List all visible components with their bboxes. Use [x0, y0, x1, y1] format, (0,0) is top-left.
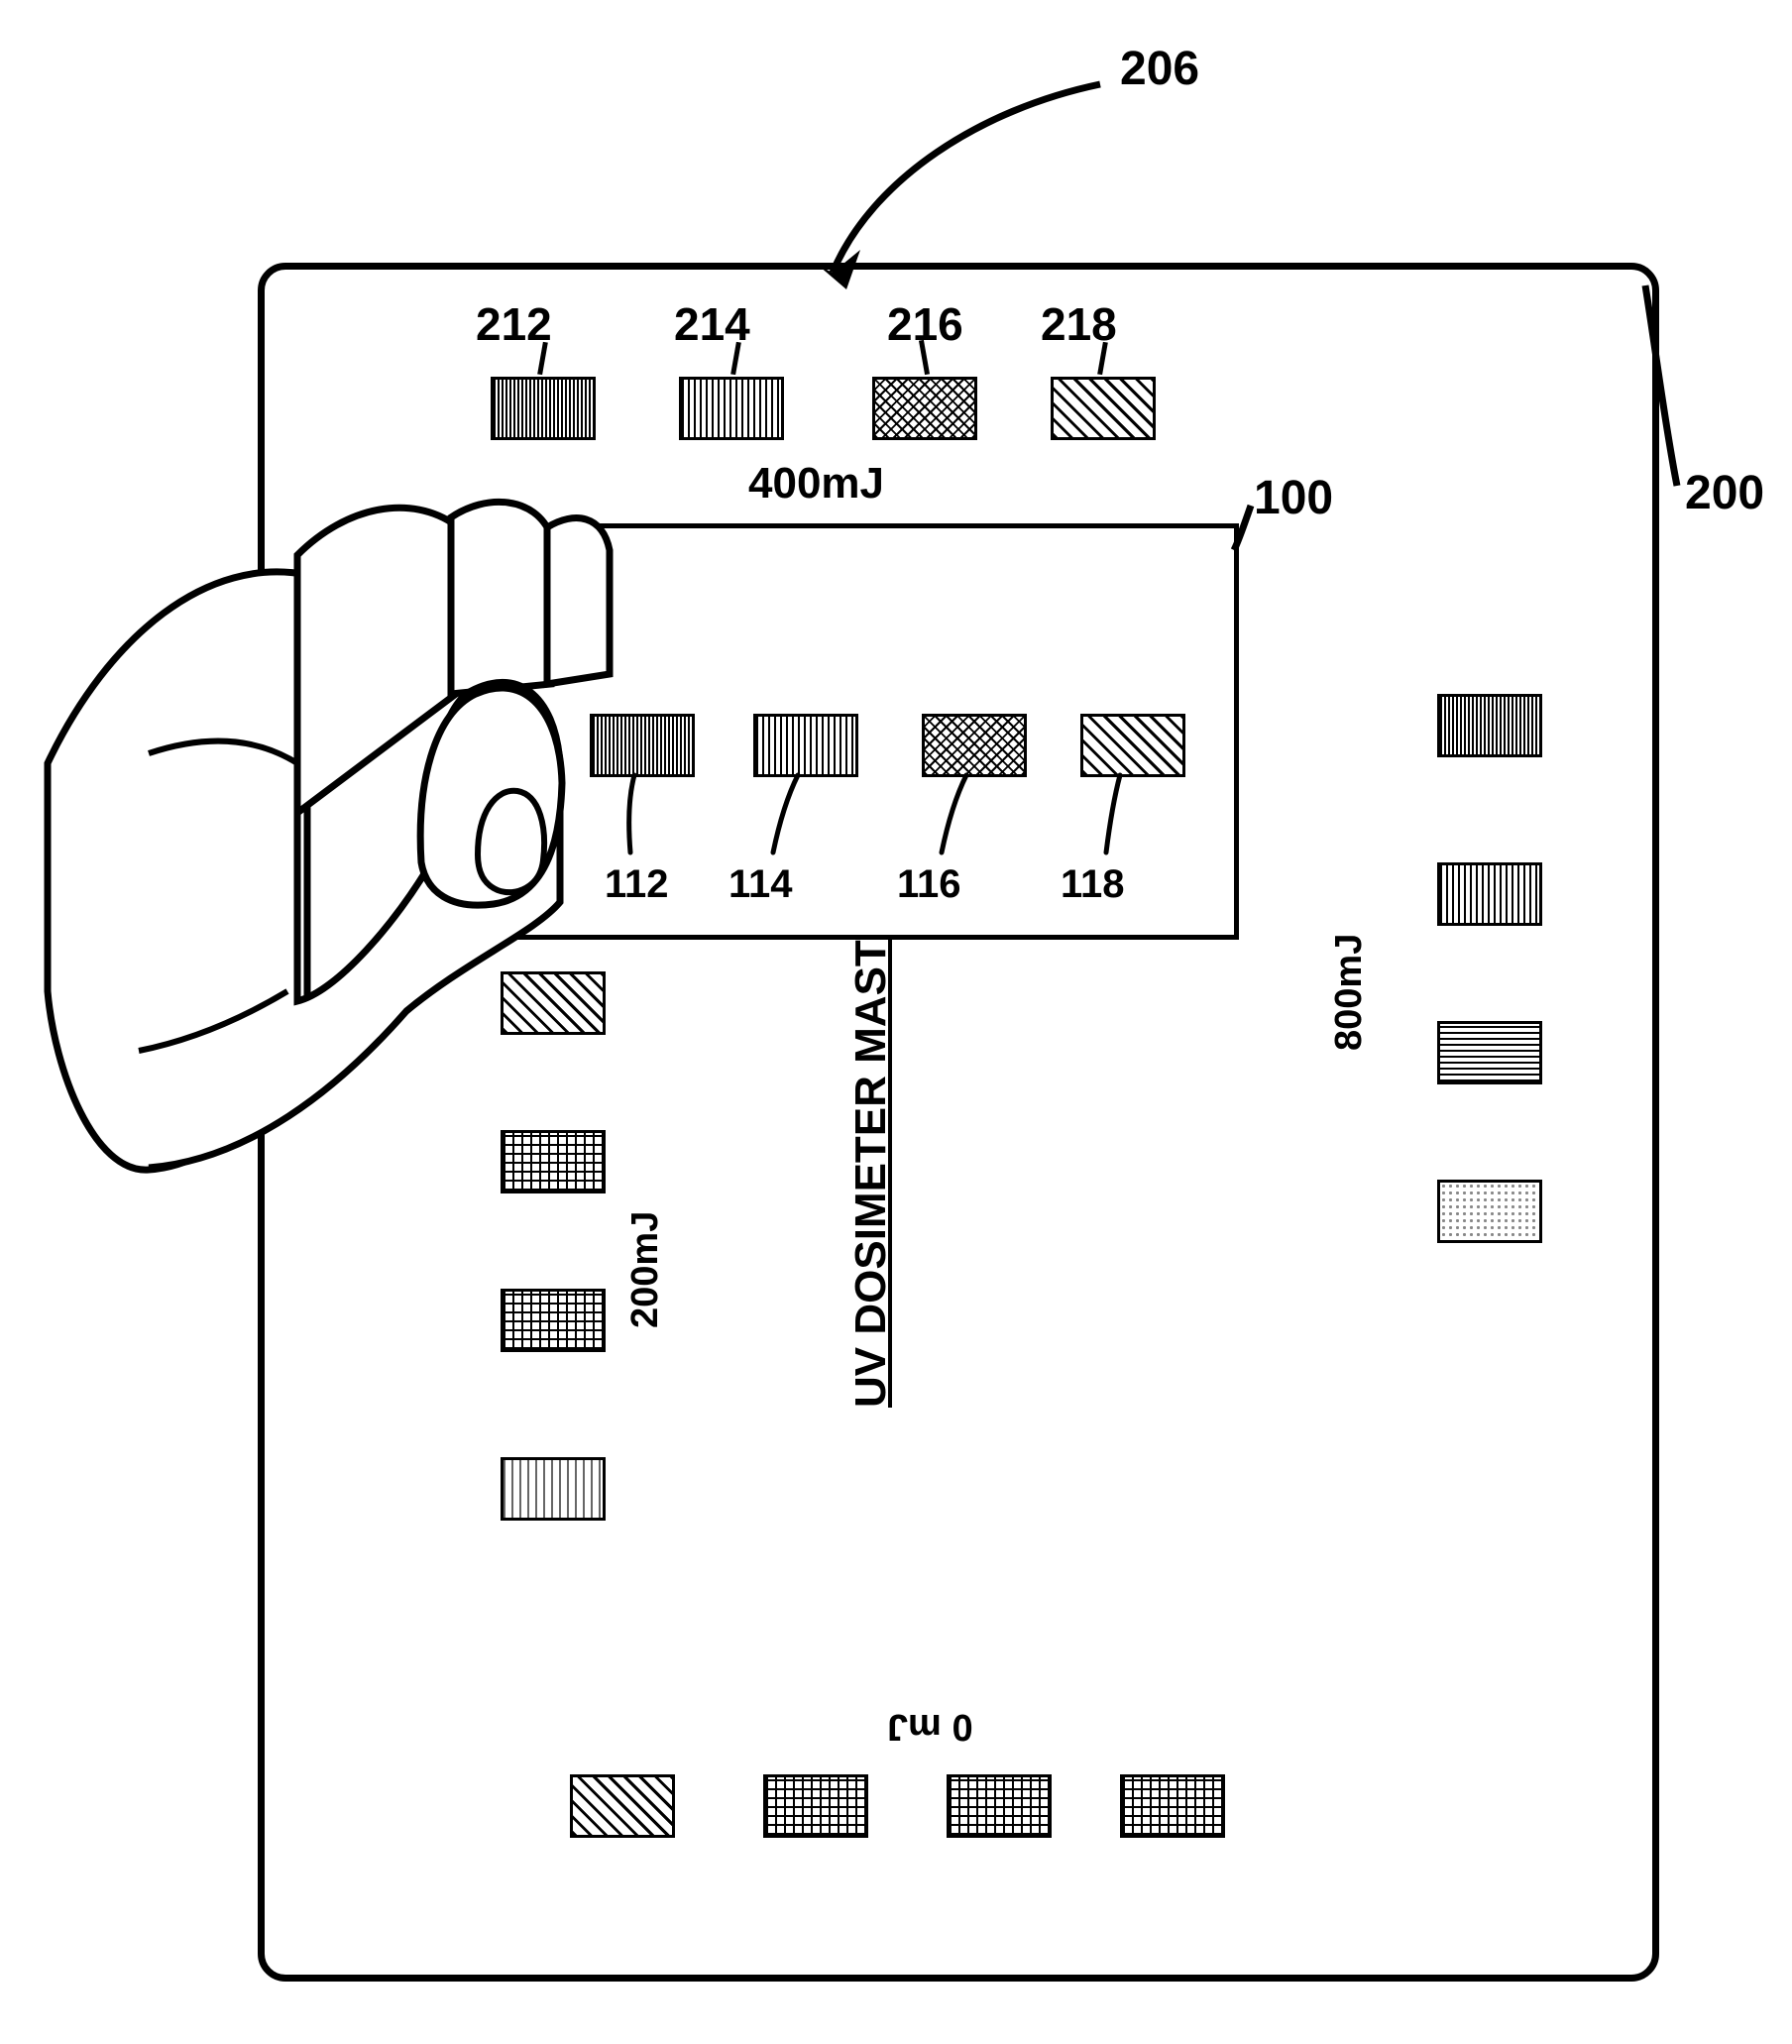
stage: UV DOSIMETER MASTER C 212 214 216 218 40… [0, 0, 1792, 2044]
lead-100 [0, 0, 1792, 2044]
